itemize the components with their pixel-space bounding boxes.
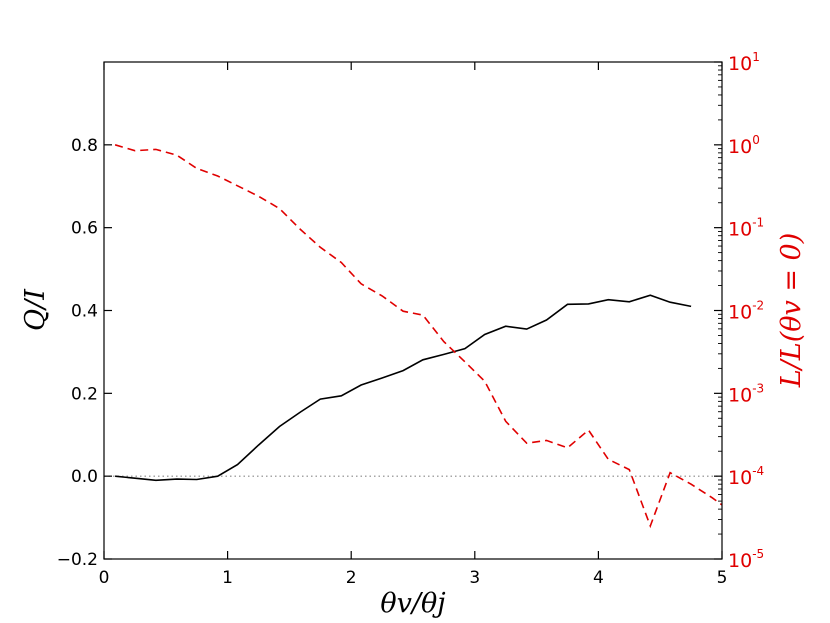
left-y-axis-label: Q/I <box>20 288 51 331</box>
right-y-axis-label: L/L(θv = 0) <box>776 233 807 389</box>
right-y-tick-label: 10-1 <box>728 216 764 241</box>
x-tick-label: 1 <box>222 568 233 588</box>
x-tick-label: 4 <box>593 568 604 588</box>
right-y-tick-label: 10-5 <box>728 547 764 572</box>
left-y-tick-label: 0.4 <box>71 302 98 322</box>
x-tick-label: 3 <box>469 568 480 588</box>
right-y-tick-label: 10-2 <box>728 299 764 324</box>
right-y-tick-label: 100 <box>728 133 760 158</box>
left-y-tick-label: 0.0 <box>71 467 98 487</box>
x-tick-label: 2 <box>346 568 357 588</box>
right-y-tick-label: 10-4 <box>728 464 764 489</box>
left-y-tick-label: 0.6 <box>71 219 98 239</box>
right-y-tick-label: 10-3 <box>728 381 764 406</box>
left-y-tick-label: 0.2 <box>71 384 98 404</box>
right-y-tick-label: 101 <box>728 50 760 75</box>
x-tick-label: 5 <box>717 568 728 588</box>
x-tick-label: 0 <box>99 568 110 588</box>
x-axis-label: θv/θj <box>380 588 445 619</box>
left-y-tick-label: −0.2 <box>57 550 98 570</box>
luminosity-series-line <box>114 144 723 529</box>
polarization-series-line <box>115 294 692 482</box>
left-y-tick-label: 0.8 <box>71 136 98 156</box>
